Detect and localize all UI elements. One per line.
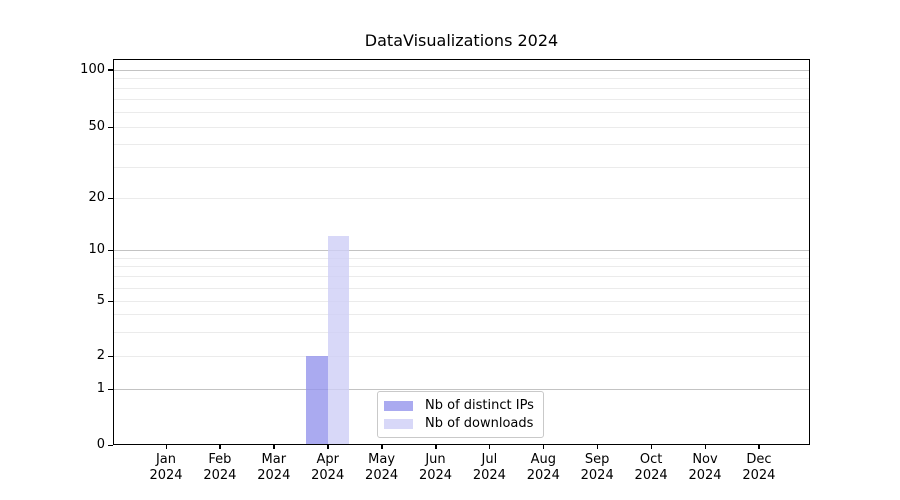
x-tick-label: May 2024	[365, 452, 399, 483]
y-gridline-minor	[114, 266, 809, 268]
y-gridline-minor	[114, 314, 809, 316]
y-tick-label: 10	[88, 242, 105, 257]
y-gridline-minor	[114, 198, 809, 199]
y-gridline-major	[114, 250, 809, 251]
y-tick	[108, 69, 113, 71]
y-gridline-minor	[114, 276, 809, 278]
y-tick-label: 1	[96, 381, 105, 396]
y-gridline-minor	[114, 356, 809, 357]
x-tick-label: Apr 2024	[311, 452, 345, 483]
y-tick-label: 20	[88, 190, 105, 205]
x-tick-label: Jan 2024	[149, 452, 183, 483]
x-tick	[542, 445, 545, 449]
y-gridline-minor	[114, 88, 809, 89]
x-tick	[219, 445, 221, 449]
x-tick	[381, 445, 383, 449]
x-tick	[758, 445, 760, 449]
y-gridline-minor	[114, 166, 809, 168]
x-tick-label: Mar 2024	[257, 452, 291, 483]
y-tick	[108, 126, 113, 128]
x-tick	[704, 445, 706, 449]
chart-title: DataVisualizations 2024	[364, 31, 559, 50]
x-tick-label: Nov 2024	[688, 452, 722, 483]
bar-downloads	[327, 236, 350, 445]
y-tick	[108, 388, 113, 390]
x-tick-label: Oct 2024	[634, 452, 668, 483]
y-gridline-major	[114, 69, 809, 71]
y-gridline-minor	[114, 257, 809, 259]
y-tick	[108, 444, 113, 446]
y-gridline-minor	[114, 287, 809, 289]
legend-swatch-distinct-ips-icon	[384, 400, 413, 411]
legend-item-downloads: Nb of downloads	[384, 416, 534, 431]
x-tick-label: Aug 2024	[526, 452, 560, 483]
y-gridline-minor	[114, 144, 809, 146]
y-gridline-minor	[114, 301, 809, 302]
x-tick	[650, 445, 653, 449]
y-gridline-minor	[114, 99, 809, 101]
legend-item-distinct-ips: Nb of distinct IPs	[384, 398, 534, 413]
x-tick	[488, 445, 491, 449]
x-tick-label: Jul 2024	[472, 452, 506, 483]
legend-label-distinct-ips: Nb of distinct IPs	[425, 398, 534, 413]
x-tick	[327, 445, 329, 449]
y-tick	[108, 300, 113, 302]
y-tick-label: 5	[96, 293, 105, 308]
x-tick	[165, 445, 167, 449]
y-gridline-minor	[114, 331, 809, 333]
x-tick-label: Feb 2024	[203, 452, 237, 483]
bar-distinct-ips	[306, 356, 328, 445]
x-tick	[435, 445, 437, 449]
legend-label-downloads: Nb of downloads	[425, 416, 534, 431]
y-gridline-minor	[114, 78, 809, 80]
legend-swatch-downloads-icon	[384, 418, 413, 429]
y-gridline-minor	[114, 127, 809, 128]
y-tick-label: 100	[80, 61, 105, 77]
y-tick-label: 50	[88, 119, 105, 134]
y-tick-label: 0	[96, 437, 105, 452]
y-tick	[108, 197, 113, 199]
legend: Nb of distinct IPs Nb of downloads	[377, 391, 544, 438]
y-tick	[108, 249, 113, 251]
y-gridline-minor	[114, 111, 809, 113]
x-tick-label: Sep 2024	[580, 452, 614, 483]
x-tick-label: Dec 2024	[742, 452, 776, 483]
x-tick	[273, 445, 275, 449]
plot-area-border	[113, 59, 810, 445]
y-gridline-major	[114, 389, 809, 390]
y-tick	[108, 355, 113, 357]
x-tick-label: Jun 2024	[418, 452, 453, 483]
y-tick-label: 2	[96, 348, 105, 363]
x-tick	[596, 445, 599, 449]
